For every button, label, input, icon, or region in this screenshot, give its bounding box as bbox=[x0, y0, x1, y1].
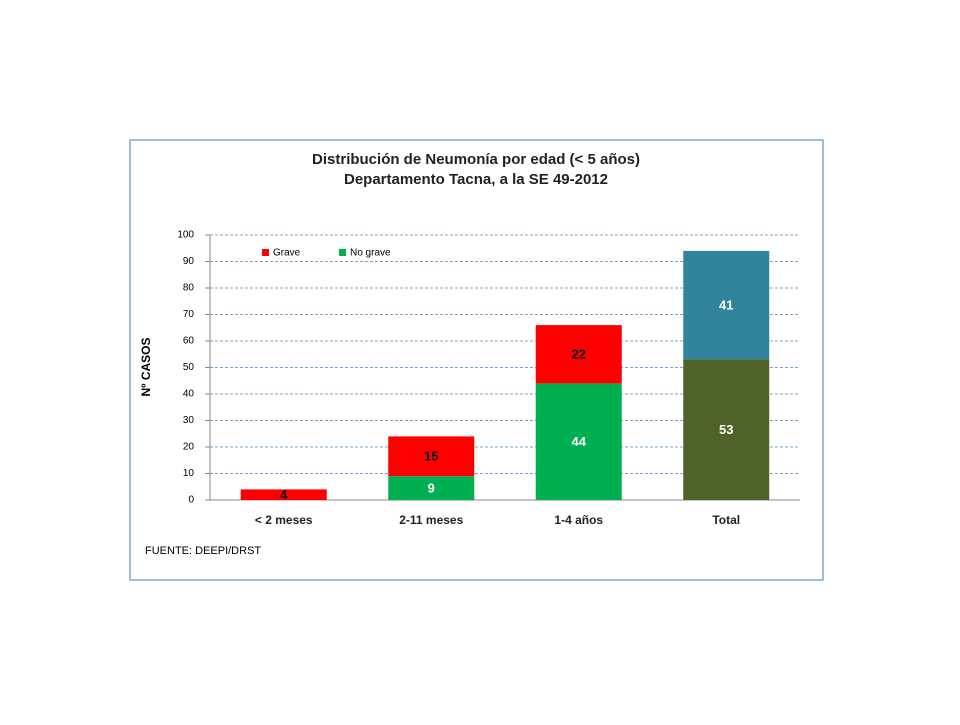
legend-label: Grave bbox=[273, 248, 301, 259]
data-label: 9 bbox=[428, 481, 435, 496]
data-label: 4 bbox=[280, 487, 288, 502]
y-tick-label: 90 bbox=[183, 256, 195, 267]
y-tick-label: 40 bbox=[183, 389, 195, 400]
y-tick-label: 20 bbox=[183, 442, 195, 453]
y-tick-label: 80 bbox=[183, 283, 195, 294]
y-tick-label: 60 bbox=[183, 336, 195, 347]
data-label: 15 bbox=[424, 449, 438, 464]
y-tick-label: 30 bbox=[183, 415, 195, 426]
y-axis-label: Nº CASOS bbox=[139, 337, 153, 396]
legend-swatch bbox=[339, 249, 346, 256]
legend-swatch bbox=[262, 249, 269, 256]
x-tick-label: 2-11 meses bbox=[399, 513, 463, 527]
bar-segment bbox=[535, 325, 622, 384]
y-tick-label: 50 bbox=[183, 362, 195, 373]
bar-segment bbox=[240, 489, 327, 500]
x-tick-label: Total bbox=[712, 513, 740, 527]
y-tick-label: 10 bbox=[183, 468, 195, 479]
data-label: 53 bbox=[719, 422, 733, 437]
chart-subtitle: Departamento Tacna, a la SE 49-2012 bbox=[344, 171, 608, 188]
source: FUENTE: DEEPI/DRST bbox=[145, 545, 261, 557]
x-tick-label: 1-4 años bbox=[554, 513, 603, 527]
y-tick-label: 0 bbox=[188, 495, 194, 506]
bar-segment bbox=[535, 383, 622, 500]
bar-segment bbox=[388, 476, 475, 500]
y-tick-label: 70 bbox=[183, 309, 195, 320]
data-label: 41 bbox=[719, 298, 733, 313]
x-tick-label: < 2 meses bbox=[255, 513, 313, 527]
data-label: 22 bbox=[572, 347, 586, 362]
bar-segment bbox=[683, 359, 770, 500]
bar-segment bbox=[388, 436, 475, 477]
y-tick-label: 100 bbox=[177, 230, 194, 241]
legend-label: No grave bbox=[350, 248, 391, 259]
data-label: 44 bbox=[572, 434, 587, 449]
chart-title: Distribución de Neumonía por edad (< 5 a… bbox=[312, 151, 640, 168]
bar-segment bbox=[683, 250, 770, 360]
